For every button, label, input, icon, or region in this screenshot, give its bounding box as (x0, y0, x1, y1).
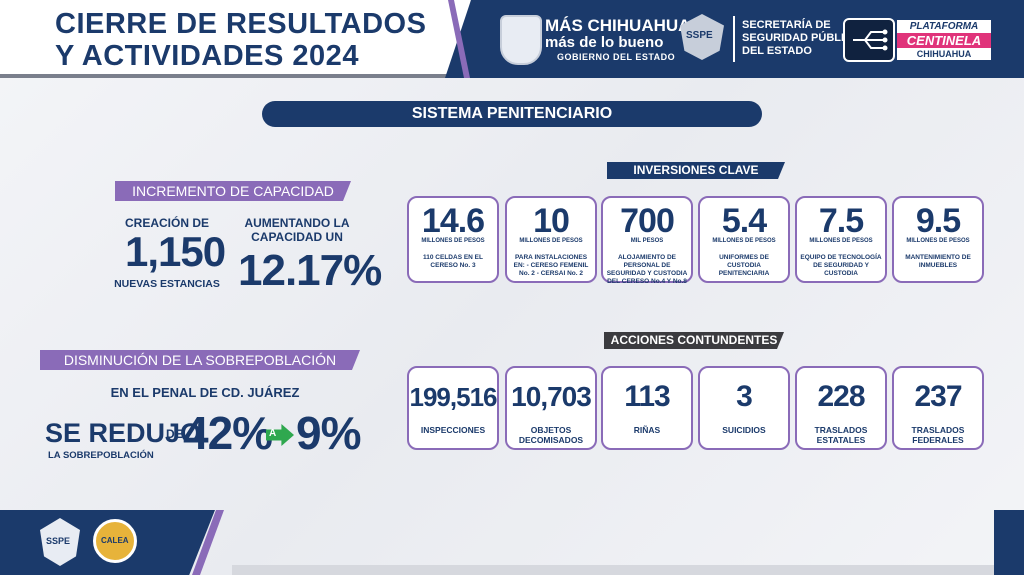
action-value: 10,703 (511, 381, 592, 412)
estancias-label: NUEVAS ESTANCIAS (114, 278, 220, 290)
investment-desc: ALOJAMIENTO DE PERSONAL DE SEGURIDAD Y C… (606, 254, 688, 285)
page-title: CIERRE DE RESULTADOS Y ACTIVIDADES 2024 (55, 8, 426, 72)
action-value: 3 (736, 380, 753, 413)
ssp-footer-badge-label: SSPE (46, 536, 71, 546)
ssp-name-line3: DEL ESTADO (742, 45, 812, 57)
investment-unit: MILLONES DE PESOS (906, 238, 970, 244)
state-shield-icon (500, 15, 542, 65)
capacity-pct-value: 12.17% (238, 246, 382, 295)
investment-value: 5.4 (721, 202, 767, 240)
circuit-icon (843, 18, 895, 62)
ssp-divider (733, 16, 735, 62)
platform-logo: PLATAFORMA CENTINELA CHIHUAHUA (843, 18, 993, 62)
footer: SSPE CALEA (0, 510, 1024, 575)
investment-unit: MIL PESOS (630, 238, 664, 244)
de-label: DE (166, 427, 183, 441)
investment-card: 7.5 MILLONES DE PESOS EQUIPO DE TECNOLOG… (795, 196, 887, 283)
action-card: 199,516 INSPECCIONES (407, 366, 499, 450)
investment-desc: UNIFORMES DE CUSTODIA PENITENCIARIA (718, 254, 770, 277)
penal-label: EN EL PENAL DE CD. JUÁREZ (110, 385, 300, 400)
page-title-line1: CIERRE DE RESULTADOS (55, 8, 427, 40)
platform-line3: CHIHUAHUA (897, 48, 991, 60)
action-desc: SUICIDIOS (722, 425, 766, 435)
footer-band-right (994, 510, 1024, 575)
action-desc: RIÑAS (633, 425, 661, 435)
investment-desc: 110 CELDAS EN EL CERESO No. 3 (423, 254, 483, 269)
investment-desc: MANTENIMIENTO DE INMUEBLES (905, 254, 971, 269)
investment-value: 9.5 (915, 202, 961, 240)
gov-logo-line3: GOBIERNO DEL ESTADO (557, 52, 676, 62)
circuit-icon-graphic (853, 29, 888, 51)
capacity-tab: INCREMENTO DE CAPACIDAD (115, 181, 351, 201)
action-desc: TRASLADOS FEDERALES (911, 425, 965, 445)
action-card: 237 TRASLADOS FEDERALES (892, 366, 984, 450)
creacion-value: 1,150 (125, 228, 226, 275)
investment-value: 7.5 (818, 202, 864, 240)
investment-card: 10 MILLONES DE PESOS PARA INSTALACIONES … (505, 196, 597, 283)
investment-value: 700 (620, 202, 675, 240)
header: CIERRE DE RESULTADOS Y ACTIVIDADES 2024 … (0, 0, 1024, 80)
action-card: 113 RIÑAS (601, 366, 693, 450)
action-value: 199,516 (409, 382, 498, 412)
investment-desc: EQUIPO DE TECNOLOGÍA DE SEGURIDAD Y CUST… (800, 254, 882, 277)
action-card: 10,703 OBJETOS DECOMISADOS (505, 366, 597, 450)
investment-desc: PARA INSTALACIONES EN: - CERESO FEMENIL … (513, 254, 589, 277)
aumentando-label: AUMENTANDO LA CAPACIDAD UN (244, 216, 350, 244)
title-underline (0, 74, 470, 78)
action-desc: TRASLADOS ESTATALES (814, 425, 868, 445)
calea-seal-label: CALEA (101, 536, 129, 545)
creacion-label: CREACIÓN DE (124, 216, 209, 230)
investment-card: 700 MIL PESOS ALOJAMIENTO DE PERSONAL DE… (601, 196, 693, 285)
arrow-right-icon (266, 424, 294, 446)
page-title-line2: Y ACTIVIDADES 2024 (55, 40, 359, 72)
investment-value: 14.6 (421, 202, 485, 240)
investments-tab: INVERSIONES CLAVE (607, 162, 785, 179)
ssp-name-line2: SEGURIDAD PÚBLICA (742, 32, 860, 44)
calea-seal-icon (93, 519, 137, 563)
gov-logo-line2: más de lo bueno (545, 34, 664, 51)
investment-card: 14.6 MILLONES DE PESOS 110 CELDAS EN EL … (407, 196, 499, 283)
sobrepoblacion-label: LA SOBREPOBLACIÓN (48, 450, 154, 461)
platform-line1: PLATAFORMA (897, 20, 991, 33)
ssp-name-line1: SECRETARÍA DE (742, 19, 831, 31)
title-panel (0, 0, 470, 78)
investment-unit: MILLONES DE PESOS (519, 238, 583, 244)
arrow-label: A (269, 428, 277, 439)
gov-logo-line1: MÁS CHIHUAHUA (545, 16, 691, 35)
investment-card: 5.4 MILLONES DE PESOS UNIFORMES DE CUSTO… (698, 196, 790, 283)
footer-bar (232, 565, 994, 575)
section-title: SISTEMA PENITENCIARIO (262, 101, 762, 127)
investment-unit: MILLONES DE PESOS (421, 238, 485, 244)
overpopulation-tab: DISMINUCIÓN DE LA SOBREPOBLACIÓN (40, 350, 360, 370)
to-pct-value: 9% (296, 407, 361, 459)
platform-line2: CENTINELA (897, 33, 991, 48)
ssp-name: SECRETARÍA DE SEGURIDAD PÚBLICA DEL ESTA… (742, 19, 860, 58)
action-value: 228 (817, 380, 865, 413)
investment-unit: MILLONES DE PESOS (712, 238, 776, 244)
action-desc: INSPECCIONES (420, 425, 486, 435)
actions-tab: ACCIONES CONTUNDENTES (604, 332, 784, 349)
redujo-label: SE REDUJO (45, 418, 202, 448)
action-desc: OBJETOS DECOMISADOS (518, 425, 584, 445)
investment-unit: MILLONES DE PESOS (809, 238, 873, 244)
ssp-badge-label: SSPE (686, 30, 713, 41)
action-card: 228 TRASLADOS ESTATALES (795, 366, 887, 450)
investment-value: 10 (533, 202, 570, 240)
from-pct-value: 42% (183, 407, 273, 459)
action-value: 113 (624, 380, 670, 413)
action-value: 237 (914, 380, 962, 413)
action-card: 3 SUICIDIOS (698, 366, 790, 450)
investment-card: 9.5 MILLONES DE PESOS MANTENIMIENTO DE I… (892, 196, 984, 283)
